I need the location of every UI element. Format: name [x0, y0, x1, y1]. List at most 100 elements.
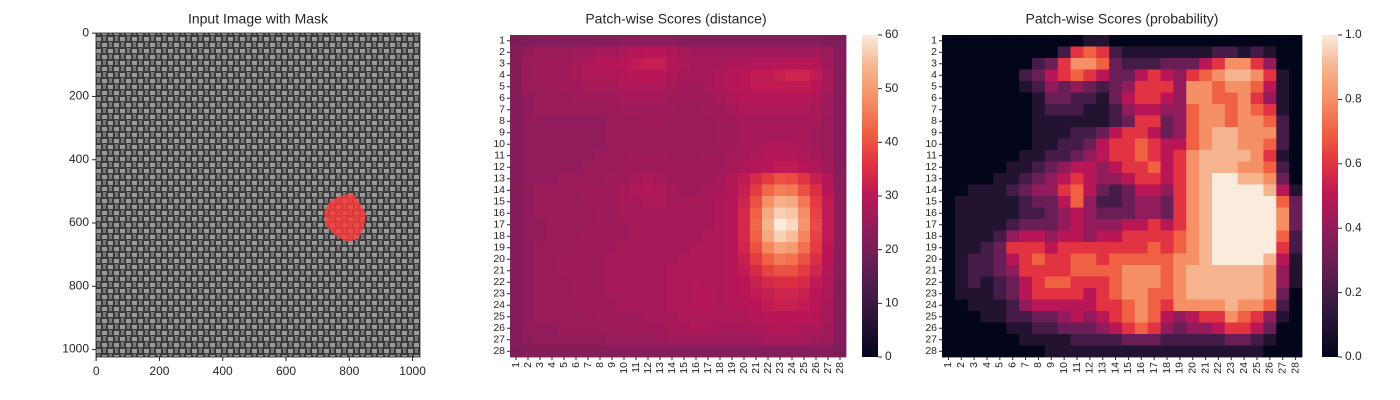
heatmap-cell: [1276, 207, 1290, 220]
heatmap-cell: [834, 276, 847, 289]
heatmap-cell: [980, 196, 994, 208]
heatmap-cell: [993, 253, 1007, 266]
heatmap-cell: [967, 230, 981, 243]
heatmap-cell: [714, 104, 727, 116]
heatmap-cell: [594, 58, 607, 70]
heatmap-cell: [1096, 115, 1110, 128]
heatmap-cell: [1070, 150, 1084, 162]
heatmap-cell: [1212, 207, 1226, 220]
heatmap-cell: [738, 127, 751, 139]
heatmap-cell: [810, 173, 823, 185]
heatmap-cell: [1032, 230, 1046, 243]
heatmap-cell: [750, 92, 763, 105]
heatmap-cell: [690, 127, 703, 139]
colorbar: [1322, 35, 1338, 357]
x-tick-label: 6: [570, 362, 582, 368]
heatmap-cell: [1044, 104, 1059, 116]
heatmap-cell: [558, 173, 571, 185]
heatmap-cell: [654, 196, 667, 208]
heatmap-cell: [822, 58, 835, 70]
heatmap-cell: [618, 127, 631, 139]
heatmap-cell: [1289, 207, 1303, 220]
heatmap-cell: [942, 265, 956, 277]
x-tick-label: 5: [994, 362, 1006, 368]
heatmap-cell: [1019, 104, 1033, 116]
heatmap-cell: [666, 230, 679, 243]
heatmap-cell: [954, 334, 969, 346]
heatmap-cell: [1109, 196, 1123, 208]
x-tick-label: 25: [798, 362, 810, 374]
heatmap-cell: [1096, 58, 1110, 70]
heatmap-cell: [1147, 311, 1161, 323]
heatmap-cell: [678, 127, 691, 139]
x-tick-label: 3: [534, 362, 546, 368]
heatmap-cell: [726, 161, 739, 174]
heatmap-cell: [726, 196, 739, 208]
heatmap-cell: [1044, 115, 1059, 128]
heatmap-cell: [630, 35, 643, 47]
heatmap-cell: [690, 299, 703, 312]
heatmap-cell: [726, 322, 739, 335]
heatmap-cell: [594, 219, 607, 231]
heatmap-cell: [510, 58, 523, 70]
heatmap-cell: [1032, 173, 1046, 185]
y-tick-label: 8: [499, 115, 505, 127]
heatmap-cell: [630, 334, 643, 346]
heatmap-cell: [810, 184, 823, 197]
heatmap-cell: [774, 345, 787, 358]
heatmap-cell: [546, 127, 559, 139]
x-tick-label: 14: [666, 362, 678, 374]
heatmap-cell: [1186, 161, 1200, 174]
heatmap-cell: [1263, 127, 1277, 139]
heatmap-cell: [810, 150, 823, 162]
heatmap-cell: [750, 265, 763, 277]
heatmap-cell: [702, 299, 715, 312]
heatmap-cell: [642, 35, 655, 47]
heatmap-cell: [1224, 242, 1239, 254]
y-tick-label: 18: [493, 230, 505, 242]
heatmap-cell: [1186, 81, 1200, 93]
heatmap-cell: [942, 196, 956, 208]
y-tick-label: 17: [925, 219, 937, 231]
heatmap-cell: [726, 46, 739, 59]
heatmap-cell: [1122, 115, 1136, 128]
heatmap-cell: [942, 299, 956, 312]
heatmap-cell: [666, 150, 679, 162]
heatmap-cell: [618, 35, 631, 47]
heatmap-cell: [1250, 253, 1264, 266]
heatmap-cell: [714, 35, 727, 47]
heatmap-cell: [1147, 265, 1161, 277]
heatmap-cell: [834, 299, 847, 312]
heatmap-cell: [654, 46, 667, 59]
heatmap-cell: [606, 242, 619, 254]
heatmap-cell: [1122, 276, 1136, 289]
heatmap-cell: [1122, 46, 1136, 59]
heatmap-cell: [942, 104, 956, 116]
heatmap-cell: [1199, 58, 1213, 70]
heatmap-cell: [570, 173, 583, 185]
heatmap-cell: [642, 334, 655, 346]
heatmap-cell: [594, 345, 607, 358]
heatmap-cell: [1032, 253, 1046, 266]
y-tick-label: 15: [493, 196, 505, 208]
heatmap-cell: [1006, 299, 1020, 312]
heatmap-cell: [582, 92, 595, 105]
heatmap-cell: [642, 265, 655, 277]
panel-title: Input Image with Mask: [188, 11, 329, 27]
heatmap-cell: [1019, 322, 1033, 335]
heatmap-cell: [786, 46, 799, 59]
heatmap-cell: [993, 276, 1007, 289]
heatmap-cell: [606, 81, 619, 93]
heatmap-cell: [1173, 104, 1187, 116]
heatmap-cell: [534, 207, 547, 220]
heatmap-cell: [570, 115, 583, 128]
heatmap-cell: [738, 345, 751, 358]
heatmap-cell: [1276, 115, 1290, 128]
heatmap-cell: [1134, 150, 1149, 162]
x-tick-label: 5: [558, 362, 570, 368]
heatmap-cell: [762, 288, 775, 300]
heatmap-cell: [1032, 69, 1046, 82]
heatmap-cell: [510, 288, 523, 300]
heatmap-cell: [1019, 265, 1033, 277]
heatmap-cell: [1019, 207, 1033, 220]
